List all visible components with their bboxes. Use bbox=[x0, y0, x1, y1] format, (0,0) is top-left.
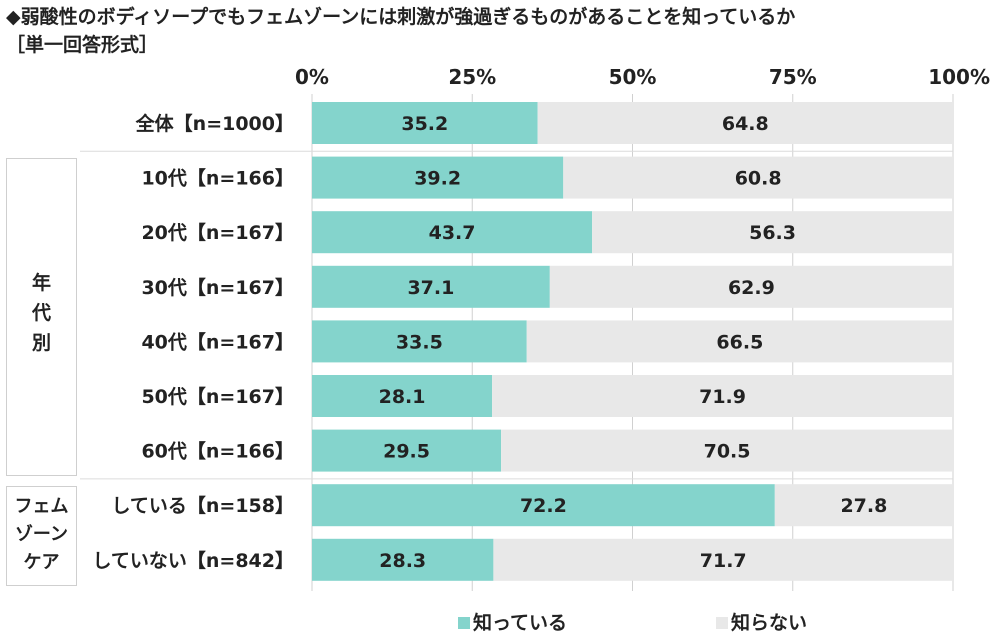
data-label: 37.1 bbox=[407, 277, 454, 299]
data-label: 35.2 bbox=[401, 113, 448, 135]
category-label: 全体【n=1000】 bbox=[135, 112, 294, 135]
legend-label-dont-know: 知らない bbox=[731, 612, 808, 634]
legend-swatch-dont-know bbox=[716, 617, 728, 629]
group-box-age bbox=[6, 158, 77, 476]
data-label: 66.5 bbox=[716, 331, 763, 353]
bar-segment-know bbox=[312, 484, 775, 527]
chart-title: ◆弱酸性のボディソープでもフェムゾーンには刺激が強過ぎるものがあることを知ってい… bbox=[6, 6, 796, 28]
data-label: 71.7 bbox=[700, 550, 747, 572]
bar-segment-dont-know bbox=[526, 320, 953, 363]
bar-segment-dont-know bbox=[501, 429, 953, 472]
chart-subtitle: ［単一回答形式］ bbox=[6, 34, 159, 56]
bar-segment-dont-know bbox=[563, 156, 953, 199]
group-label-femzone-care: フェム ゾーン ケア bbox=[14, 496, 69, 573]
data-label: 72.2 bbox=[520, 495, 567, 517]
data-label: 60.8 bbox=[735, 168, 782, 190]
data-label: 64.8 bbox=[722, 113, 769, 135]
bar-segment-know bbox=[312, 320, 527, 363]
data-label: 71.9 bbox=[699, 386, 746, 408]
group-box-femzone-care bbox=[6, 486, 77, 586]
bar-segment-know bbox=[312, 538, 494, 581]
category-label: 30代【n=167】 bbox=[141, 276, 294, 299]
bar-segment-know bbox=[312, 265, 550, 308]
x-tick-label: 75% bbox=[769, 65, 817, 89]
bar-segment-dont-know bbox=[549, 265, 953, 308]
data-label: 33.5 bbox=[396, 331, 443, 353]
data-label: 62.9 bbox=[728, 277, 775, 299]
bar-segment-know bbox=[312, 429, 502, 472]
bar-segment-know bbox=[312, 375, 493, 417]
data-label: 29.5 bbox=[383, 441, 430, 463]
data-label: 43.7 bbox=[429, 222, 476, 244]
category-label: 10代【n=166】 bbox=[141, 167, 294, 190]
bar-segment-dont-know bbox=[592, 211, 953, 254]
bar-segment-know bbox=[312, 211, 593, 254]
data-label: 70.5 bbox=[704, 441, 751, 463]
bar-segment-dont-know bbox=[492, 375, 953, 417]
category-label: 50代【n=167】 bbox=[141, 385, 294, 408]
category-label: 60代【n=166】 bbox=[141, 440, 294, 463]
group-label-age: 年 代 別 bbox=[31, 272, 51, 354]
legend-swatch-know bbox=[458, 617, 470, 629]
bar-segment-dont-know bbox=[493, 538, 953, 581]
bar-segment-know bbox=[312, 102, 538, 144]
bar-segment-dont-know bbox=[774, 484, 953, 527]
data-label: 39.2 bbox=[414, 168, 461, 190]
legend-label-know: 知っている bbox=[473, 612, 568, 634]
category-label: 20代【n=167】 bbox=[141, 221, 294, 244]
data-label: 28.1 bbox=[379, 386, 426, 408]
x-tick-label: 100% bbox=[928, 65, 990, 89]
category-label: 40代【n=167】 bbox=[141, 330, 294, 353]
data-label: 56.3 bbox=[749, 222, 796, 244]
x-tick-label: 50% bbox=[609, 65, 657, 89]
data-label: 27.8 bbox=[840, 495, 887, 517]
category-label: していない【n=842】 bbox=[92, 549, 294, 572]
category-label: している【n=158】 bbox=[111, 494, 294, 517]
bar-segment-dont-know bbox=[537, 102, 953, 144]
bar-segment-know bbox=[312, 156, 564, 199]
data-label: 28.3 bbox=[379, 550, 426, 572]
x-tick-label: 25% bbox=[448, 65, 496, 89]
x-tick-label: 0% bbox=[295, 65, 329, 89]
